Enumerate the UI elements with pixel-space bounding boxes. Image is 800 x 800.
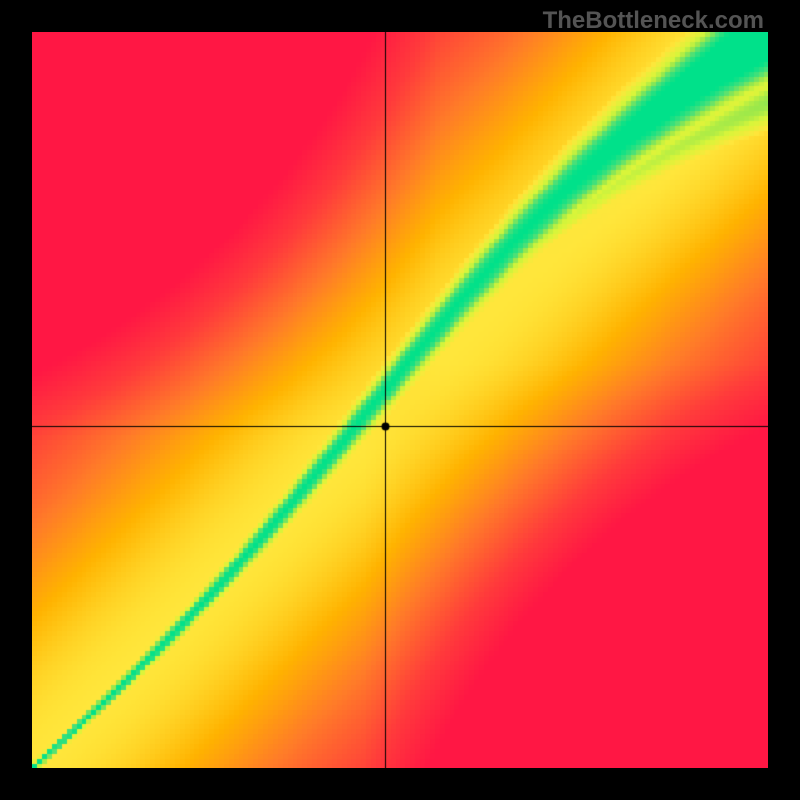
chart-container: TheBottleneck.com [0,0,800,800]
watermark-text: TheBottleneck.com [543,7,764,35]
bottleneck-heatmap [32,32,768,768]
